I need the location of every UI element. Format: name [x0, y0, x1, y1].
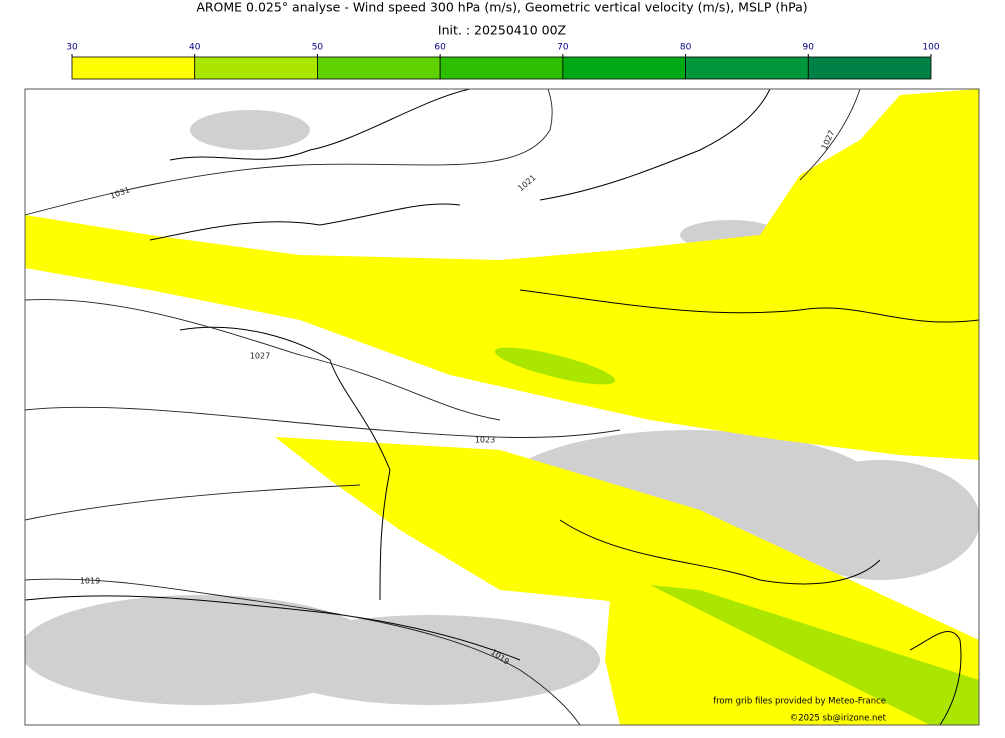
colorbar-tick-label: 50	[312, 43, 324, 53]
credit: ©2025 sb@irizone.net	[790, 714, 887, 724]
colorbar-tick-label: 60	[434, 43, 446, 53]
isobar-label: 1019	[80, 577, 100, 586]
coastlines	[25, 89, 979, 725]
colorbar-tick-label: 90	[803, 43, 815, 53]
colorbar-tick-label: 100	[922, 43, 939, 53]
credit: from grib files provided by Meteo-France	[713, 697, 886, 707]
colorbar-segment	[194, 56, 318, 80]
colorbar-segment	[807, 56, 932, 80]
colorbar-segment	[685, 56, 809, 80]
colorbar-tick-label: 70	[557, 43, 569, 53]
wind-speed-areas-strong	[494, 347, 979, 725]
isobars	[25, 89, 861, 725]
colorbar-segment	[317, 56, 441, 80]
colorbar-segment	[439, 56, 564, 80]
title: AROME 0.025° analyse - Wind speed 300 hP…	[196, 0, 807, 15]
colorbar-tick-label: 30	[66, 43, 78, 53]
colorbar-tick-label: 40	[189, 43, 201, 53]
vertical-velocity	[25, 110, 979, 705]
init-time: Init. : 20250410 00Z	[438, 23, 566, 38]
colorbar-segment	[71, 56, 196, 80]
isobar-label: 1023	[475, 436, 495, 445]
colorbar-segment	[562, 56, 686, 80]
isobar-label: 1027	[250, 352, 270, 361]
map-frame	[24, 88, 980, 726]
colorbar: 30 40 50 60 70 80 90 100	[66, 43, 940, 80]
colorbar-tick-label: 80	[680, 43, 692, 53]
